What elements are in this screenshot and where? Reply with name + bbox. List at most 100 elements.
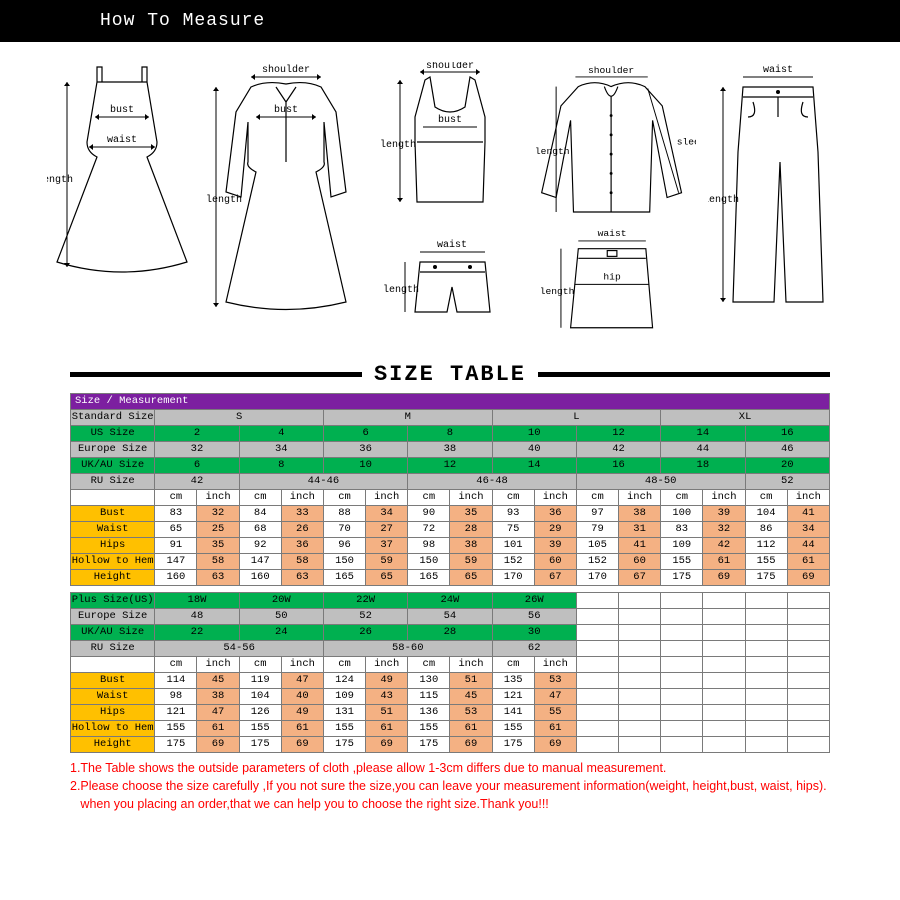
cell: 8 (408, 426, 492, 442)
measure-cell: 152 (492, 554, 534, 570)
measure-cell: 155 (492, 721, 534, 737)
measure-cell: 121 (155, 705, 197, 721)
measure-cell: 175 (155, 737, 197, 753)
measure-cell: 175 (323, 737, 365, 753)
cell: XL (661, 410, 830, 426)
measure-cell: 49 (366, 673, 408, 689)
blank (787, 673, 829, 689)
measure-cell: 47 (197, 705, 239, 721)
blank (661, 625, 703, 641)
blank (745, 721, 787, 737)
measure-cell: 175 (408, 737, 450, 753)
cell: 22 (155, 625, 239, 641)
row-label: UK/AU Size (71, 458, 155, 474)
measure-label: Waist (71, 522, 155, 538)
measure-cell: 69 (197, 737, 239, 753)
blank (619, 689, 661, 705)
measure-cell: 175 (745, 570, 787, 586)
cell: L (492, 410, 661, 426)
blank (619, 721, 661, 737)
measure-cell: 38 (619, 506, 661, 522)
cell: 44-46 (239, 474, 408, 490)
blank (745, 625, 787, 641)
measure-cell: 59 (366, 554, 408, 570)
blank (71, 490, 155, 506)
measure-label: Bust (71, 673, 155, 689)
row-label: Europe Size (71, 442, 155, 458)
measure-cell: 69 (450, 737, 492, 753)
blank (619, 705, 661, 721)
measure-cell: 35 (450, 506, 492, 522)
measure-cell: 155 (155, 721, 197, 737)
header-title: How To Measure (100, 11, 265, 31)
cell: 50 (239, 609, 323, 625)
measure-cell: 160 (239, 570, 281, 586)
blank (745, 689, 787, 705)
measure-cell: 70 (323, 522, 365, 538)
row-label: RU Size (71, 474, 155, 490)
cell: 16 (745, 426, 830, 442)
measure-cell: 65 (366, 570, 408, 586)
label-length2: length (206, 194, 242, 206)
cell: 48 (155, 609, 239, 625)
blank (619, 625, 661, 641)
blank (745, 641, 787, 657)
measure-cell: 101 (492, 538, 534, 554)
cell: S (155, 410, 324, 426)
measure-cell: 61 (366, 721, 408, 737)
measure-cell: 34 (787, 522, 829, 538)
label-length: length (47, 174, 73, 186)
cell: 54 (408, 609, 492, 625)
measure-cell: 72 (408, 522, 450, 538)
unit: inch (197, 490, 239, 506)
measure-cell: 114 (155, 673, 197, 689)
measure-cell: 63 (197, 570, 239, 586)
measure-cell: 97 (576, 506, 618, 522)
measure-cell: 65 (450, 570, 492, 586)
measure-cell: 49 (281, 705, 323, 721)
measure-cell: 61 (281, 721, 323, 737)
unit: inch (534, 657, 576, 673)
measure-cell: 83 (155, 506, 197, 522)
cell: M (323, 410, 492, 426)
blank (703, 593, 745, 609)
measure-label: Height (71, 570, 155, 586)
blank (71, 657, 155, 673)
cell: 36 (323, 442, 407, 458)
measure-cell: 36 (534, 506, 576, 522)
unit: cm (408, 490, 450, 506)
measure-cell: 45 (450, 689, 492, 705)
measure-cell: 119 (239, 673, 281, 689)
measure-cell: 112 (745, 538, 787, 554)
footnotes: 1.The Table shows the outside parameters… (0, 753, 900, 813)
measure-cell: 45 (197, 673, 239, 689)
blank (787, 737, 829, 753)
measure-cell: 43 (366, 689, 408, 705)
measure-cell: 96 (323, 538, 365, 554)
blank (703, 625, 745, 641)
size-table-2: Plus Size(US)18W20W22W24W26WEurope Size4… (70, 592, 830, 753)
measure-cell: 98 (155, 689, 197, 705)
blank (576, 625, 618, 641)
label-bust2: bust (274, 104, 298, 116)
label-bust: bust (110, 104, 134, 116)
cell: 26W (492, 593, 576, 609)
cell: 44 (661, 442, 745, 458)
measure-cell: 44 (787, 538, 829, 554)
measure-cell: 35 (197, 538, 239, 554)
measure-cell: 36 (281, 538, 323, 554)
measure-cell: 67 (534, 570, 576, 586)
measure-cell: 69 (534, 737, 576, 753)
cell: 20 (745, 458, 830, 474)
cell: 52 (323, 609, 407, 625)
row-label: UK/AU Size (71, 625, 155, 641)
blank (619, 673, 661, 689)
measure-cell: 175 (492, 737, 534, 753)
measure-cell: 83 (661, 522, 703, 538)
label-waist4: waist (763, 64, 793, 76)
cell: 18 (661, 458, 745, 474)
unit: inch (281, 490, 323, 506)
measure-cell: 42 (703, 538, 745, 554)
label-shoulder2: shoulder (426, 62, 474, 72)
unit: cm (492, 657, 534, 673)
